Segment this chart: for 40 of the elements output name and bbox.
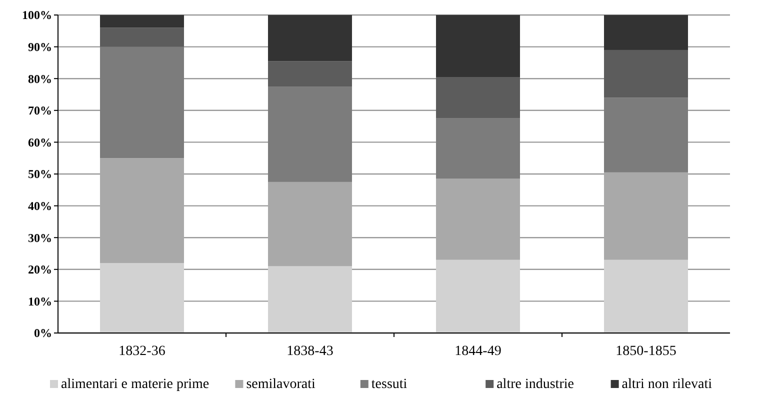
y-tick-label: 100%	[22, 8, 52, 22]
legend-label: semilavorati	[246, 377, 316, 392]
bar	[100, 46, 184, 158]
bar	[436, 77, 520, 118]
legend-label: altre industrie	[496, 377, 574, 392]
bar	[604, 50, 688, 98]
bar	[100, 263, 184, 333]
bar	[268, 182, 352, 266]
bar	[100, 15, 184, 28]
bar	[604, 172, 688, 260]
bar	[268, 15, 352, 62]
legend-label: tessuti	[371, 377, 408, 392]
x-tick-label: 1850-1855	[616, 344, 676, 359]
y-tick-label: 10%	[28, 294, 52, 308]
legend-label: altri non rilevati	[622, 377, 712, 392]
x-tick-label: 1838-43	[286, 344, 334, 359]
bar	[100, 28, 184, 47]
y-tick-label: 40%	[28, 199, 52, 213]
bar	[436, 15, 520, 78]
bar	[604, 98, 688, 172]
bar	[268, 266, 352, 333]
bar	[604, 15, 688, 50]
legend-label: alimentari e materie prime	[61, 377, 210, 392]
y-tick-label: 70%	[28, 104, 52, 118]
bar	[436, 260, 520, 333]
y-tick-label: 60%	[28, 135, 52, 150]
bar	[268, 61, 352, 87]
y-tick-label: 80%	[28, 72, 52, 86]
x-tick-label: 1832-36	[118, 344, 166, 359]
bar	[268, 86, 352, 182]
bar	[604, 260, 688, 333]
x-tick-label: 1844-49	[454, 344, 502, 359]
y-tick-label: 30%	[28, 230, 52, 245]
bar	[436, 118, 520, 179]
y-tick-label: 20%	[28, 262, 52, 277]
y-tick-label: 90%	[28, 40, 52, 54]
bar	[436, 178, 520, 260]
y-tick-label: 50%	[28, 167, 52, 182]
bar	[100, 158, 184, 264]
y-tick-label: 0%	[34, 326, 52, 340]
